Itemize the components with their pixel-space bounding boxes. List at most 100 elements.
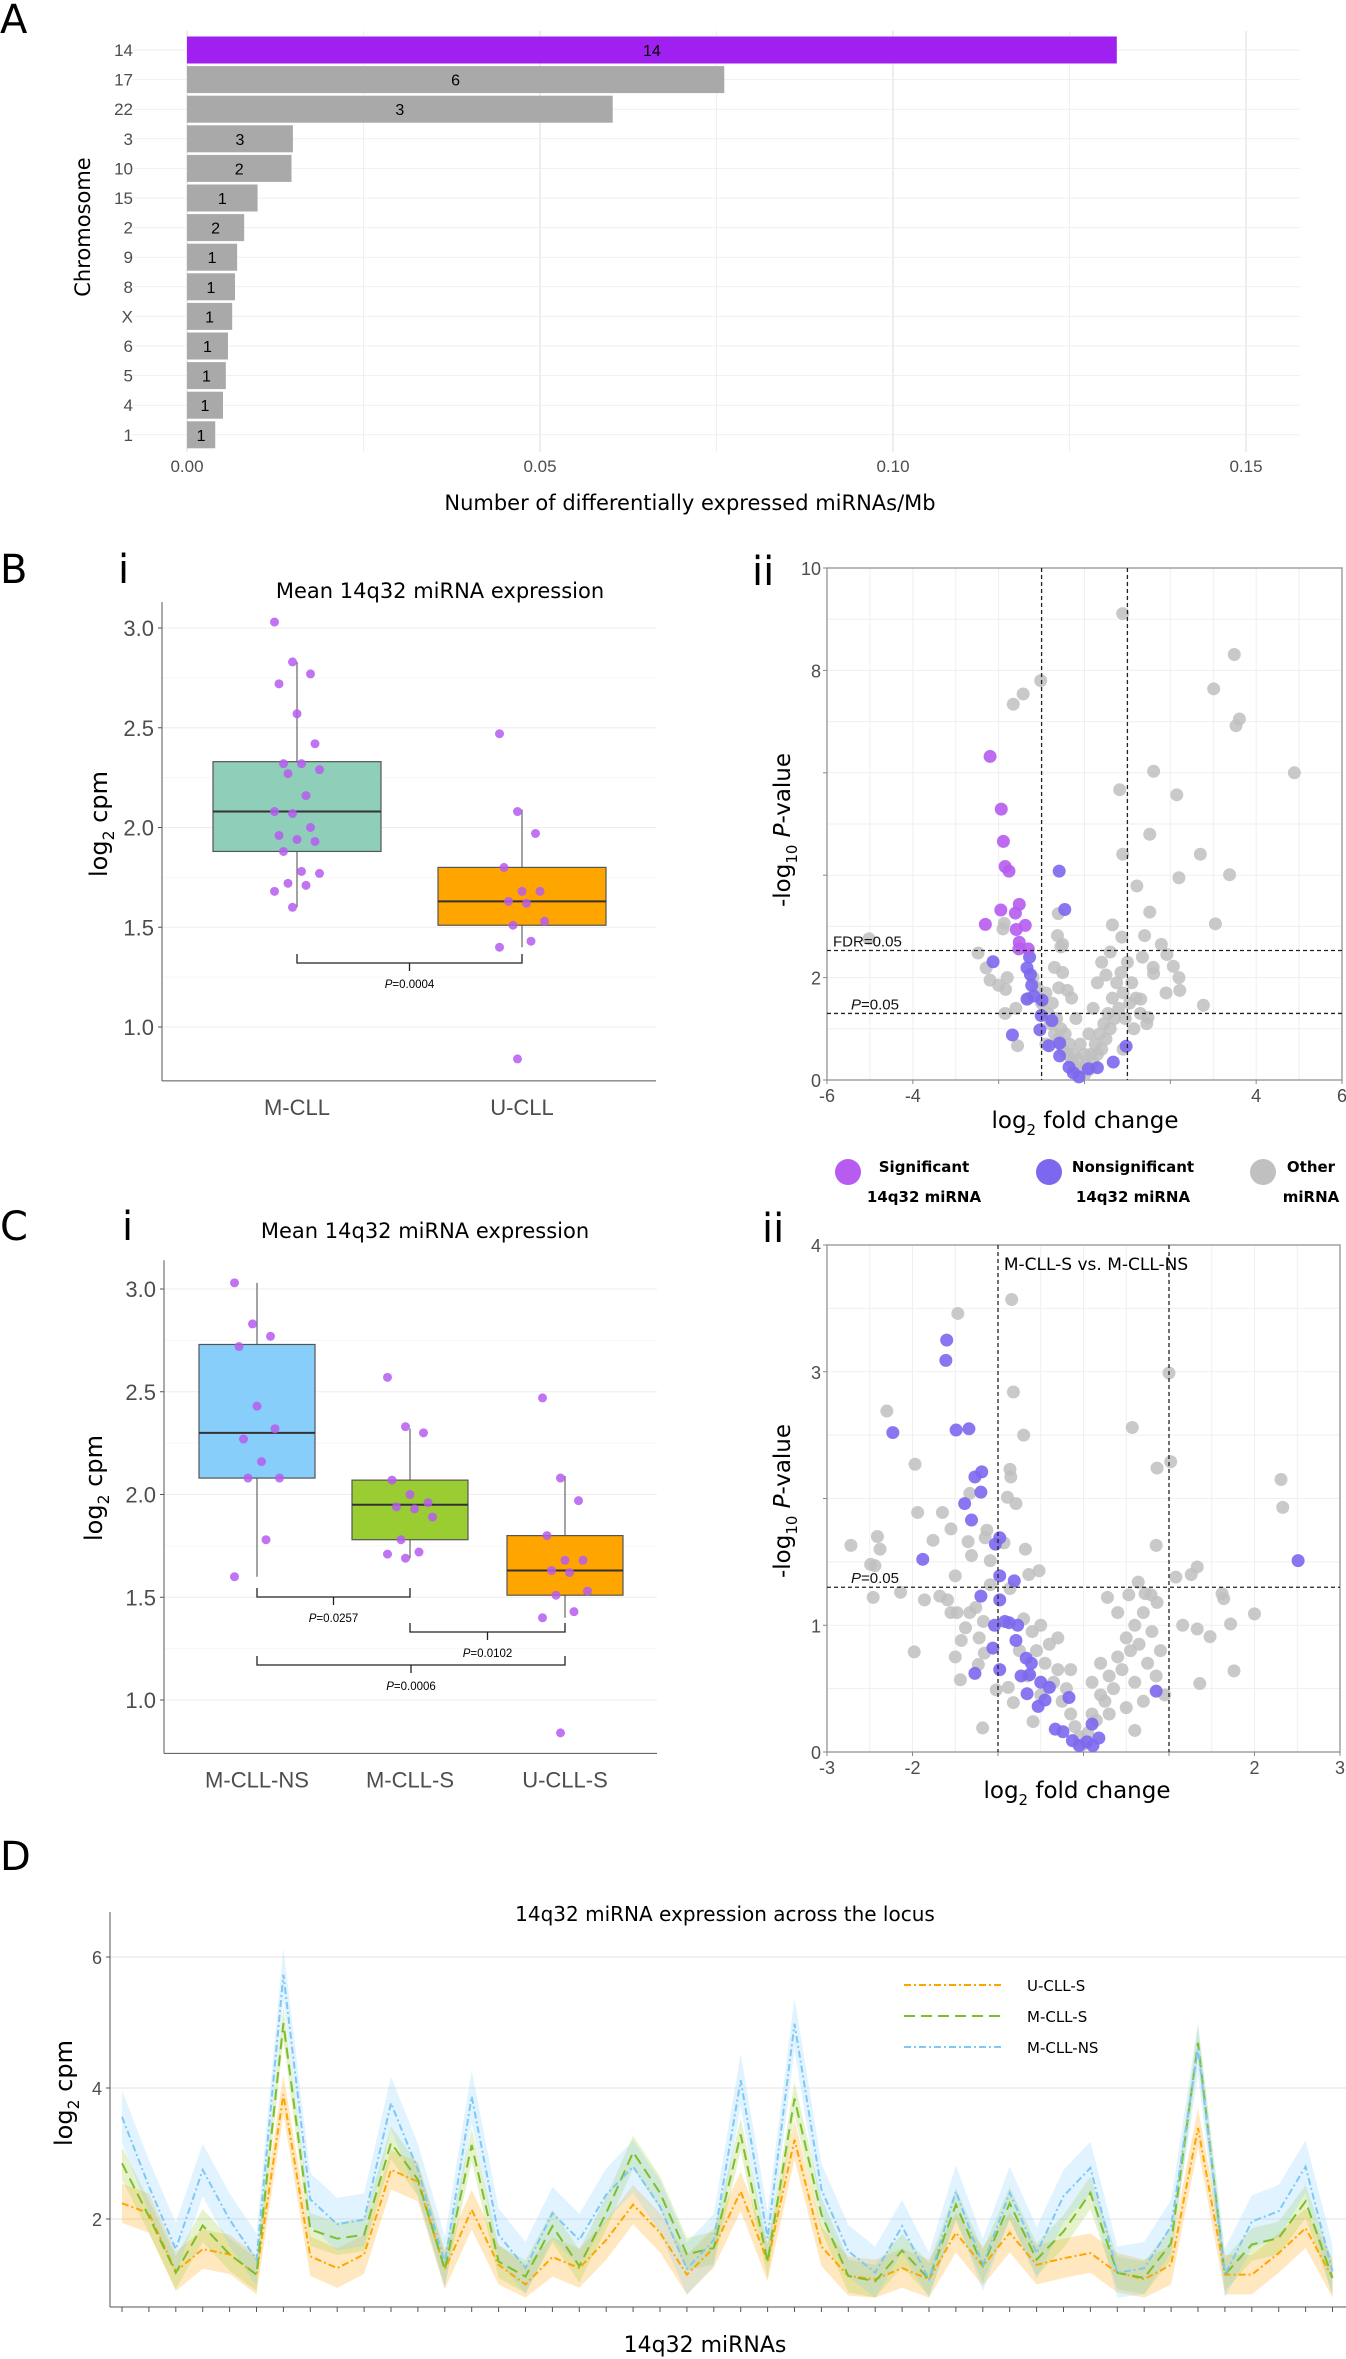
x-tick-label: 0.15 bbox=[1229, 457, 1262, 476]
point-other_mirna bbox=[911, 1505, 925, 1519]
point-other_mirna bbox=[1034, 1618, 1048, 1632]
point-nonsignificant_14q32 bbox=[1085, 1717, 1099, 1731]
point-other_mirna bbox=[1133, 1006, 1147, 1020]
band-U-CLL-S bbox=[122, 2074, 1333, 2298]
y-axis-label-part: log bbox=[50, 2109, 78, 2146]
point-other_mirna bbox=[1102, 1669, 1116, 1683]
box-U-CLL bbox=[437, 866, 607, 926]
point-other_mirna bbox=[1102, 1707, 1116, 1721]
y-tick-label: 4 bbox=[92, 2079, 102, 2099]
data-point bbox=[428, 1512, 437, 1522]
y-tick-label: 2.5 bbox=[123, 716, 154, 741]
y-tick-label: 14 bbox=[114, 41, 133, 60]
data-point bbox=[540, 916, 549, 926]
point-nonsignificant_14q32 bbox=[1005, 1028, 1019, 1042]
bar-chr-15 bbox=[187, 184, 258, 212]
point-nonsignificant_14q32 bbox=[1009, 1633, 1023, 1647]
panel-b-i-boxplot: 1.0 1.5 2.0 2.5 3.0 M-CLL U-CLL P=0.0004 Mean 14… bbox=[85, 579, 656, 1120]
y-axis-label-part: 2 bbox=[95, 1494, 113, 1504]
data-point bbox=[292, 709, 302, 719]
point-nonsignificant_14q32 bbox=[1092, 1731, 1106, 1745]
bar-chr-1 bbox=[187, 421, 216, 449]
point-nonsignificant_14q32 bbox=[968, 1470, 982, 1484]
point-other_mirna bbox=[1110, 976, 1124, 990]
data-point bbox=[279, 759, 288, 769]
data-point bbox=[270, 886, 279, 896]
x-axis-label: 14q32 miRNAs bbox=[624, 2333, 787, 2358]
point-other_mirna bbox=[1005, 1293, 1019, 1307]
data-point bbox=[578, 1555, 588, 1565]
point-nonsignificant_14q32 bbox=[1072, 1070, 1086, 1084]
data-point bbox=[495, 942, 504, 952]
data-point bbox=[387, 1475, 397, 1485]
point-other_mirna bbox=[1099, 1032, 1113, 1046]
point-other_mirna bbox=[961, 1535, 975, 1549]
x-tick-label: -6 bbox=[819, 1086, 835, 1106]
point-other_mirna bbox=[1138, 929, 1152, 943]
y-axis-label: -log10 P-value bbox=[770, 753, 801, 907]
y-tick-label: 1.0 bbox=[125, 1688, 156, 1713]
point-other_mirna bbox=[926, 1533, 940, 1547]
y-tick-label: 8 bbox=[124, 278, 133, 297]
point-nonsignificant_14q32 bbox=[993, 1569, 1007, 1583]
point-significant_14q32 bbox=[1002, 864, 1016, 878]
point-other_mirna bbox=[1193, 1677, 1207, 1691]
point-other_mirna bbox=[1054, 940, 1068, 954]
data-point bbox=[569, 1607, 579, 1617]
point-nonsignificant_14q32 bbox=[962, 1422, 976, 1436]
y-tick-label: 1.0 bbox=[123, 1015, 154, 1040]
point-nonsignificant_14q32 bbox=[949, 1423, 963, 1437]
point-other_mirna bbox=[1193, 847, 1207, 861]
point-other_mirna bbox=[1006, 1385, 1020, 1399]
data-point bbox=[583, 1586, 592, 1596]
point-other_mirna bbox=[1122, 1588, 1136, 1602]
point-nonsignificant_14q32 bbox=[964, 1513, 978, 1527]
point-other_mirna bbox=[868, 1559, 882, 1573]
point-other_mirna bbox=[1086, 1001, 1100, 1015]
bar-label: 1 bbox=[201, 398, 210, 415]
point-other_mirna bbox=[1116, 847, 1130, 861]
data-point bbox=[414, 1547, 424, 1557]
x-tick-label: -3 bbox=[819, 1758, 835, 1778]
bar-chr-9 bbox=[187, 243, 238, 271]
y-tick-label: 0 bbox=[811, 1743, 821, 1763]
y-tick-label: 2 bbox=[92, 2210, 102, 2230]
point-other_mirna bbox=[1022, 1568, 1036, 1582]
point-nonsignificant_14q32 bbox=[1042, 1039, 1056, 1053]
point-other_mirna bbox=[978, 1531, 992, 1545]
significance-bracket bbox=[256, 1588, 411, 1605]
y-tick-label: 6 bbox=[92, 1948, 102, 1968]
data-point bbox=[513, 807, 522, 817]
bar-label: 6 bbox=[451, 73, 460, 90]
bar-chr-10 bbox=[187, 154, 292, 182]
data-point bbox=[270, 617, 279, 627]
data-point bbox=[383, 1372, 392, 1382]
y-tick-label: 1 bbox=[811, 1616, 821, 1636]
point-other_mirna bbox=[1208, 917, 1222, 931]
point-other_mirna bbox=[1150, 1461, 1164, 1475]
point-other_mirna bbox=[1113, 783, 1127, 797]
point-other_mirna bbox=[1108, 1012, 1122, 1026]
point-other_mirna bbox=[880, 1404, 894, 1418]
y-tick-label: 17 bbox=[114, 71, 133, 90]
point-other_mirna bbox=[1190, 1622, 1204, 1636]
point-significant_14q32 bbox=[994, 802, 1008, 816]
x-axis-label-part: 2 bbox=[1027, 1121, 1037, 1139]
data-point bbox=[405, 1490, 415, 1499]
data-point bbox=[401, 1422, 410, 1432]
data-point bbox=[556, 1728, 565, 1738]
point-significant_14q32 bbox=[1021, 942, 1035, 956]
x-tick-label: U-CLL-S bbox=[522, 1767, 608, 1792]
line-M-CLL-NS bbox=[121, 1974, 1334, 2282]
x-tick-label: M-CLL-NS bbox=[205, 1767, 309, 1792]
x-axis-label: log2 fold change bbox=[983, 1778, 1170, 1809]
point-other_mirna bbox=[1145, 1625, 1159, 1639]
point-other_mirna bbox=[894, 1585, 908, 1599]
y-tick-label: 6 bbox=[124, 337, 133, 356]
point-other_mirna bbox=[1229, 719, 1243, 733]
data-point bbox=[531, 828, 540, 838]
line-M-CLL-S bbox=[121, 2023, 1334, 2283]
